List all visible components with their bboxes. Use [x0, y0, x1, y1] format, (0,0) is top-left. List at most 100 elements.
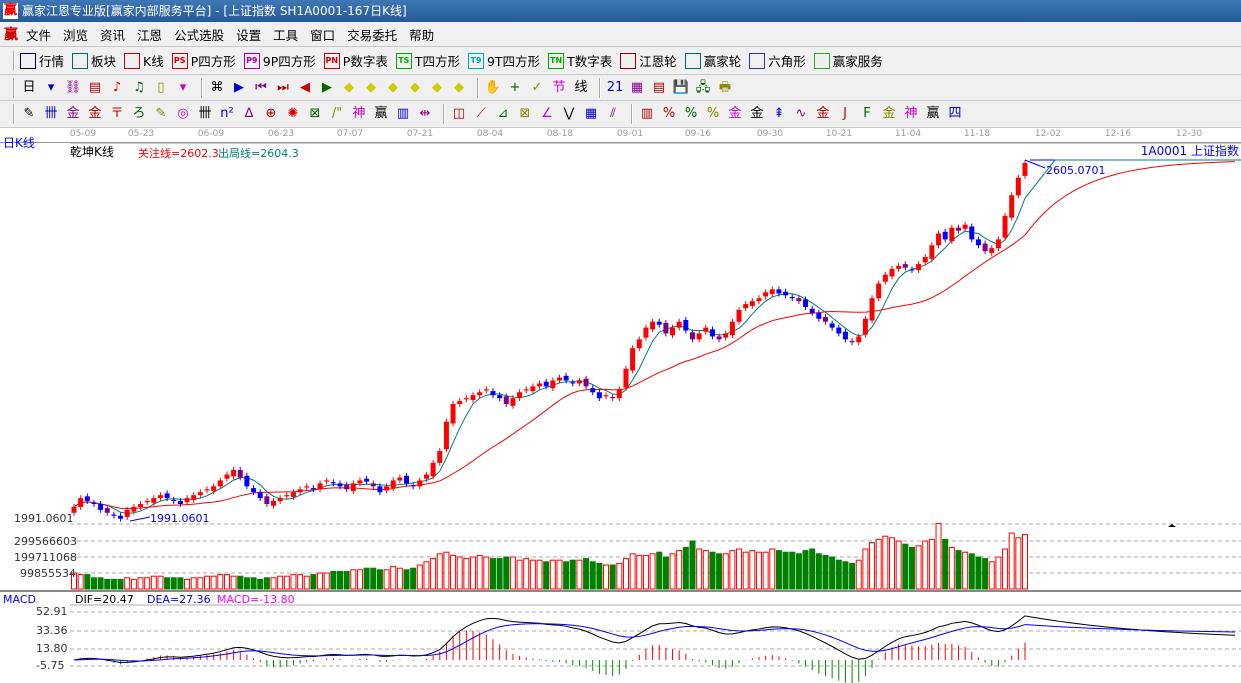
- tool-icon[interactable]: 💾: [672, 79, 690, 95]
- tool-icon[interactable]: ♪: [112, 79, 122, 95]
- tn-icon: TN: [548, 52, 565, 69]
- toolbar-button[interactable]: 江恩轮: [620, 51, 677, 70]
- tool-icon[interactable]: ◀: [300, 79, 310, 95]
- tool-icon[interactable]: ▶: [322, 79, 332, 95]
- tool-icon[interactable]: ◆: [410, 79, 420, 95]
- tool-icon[interactable]: ▯: [157, 79, 165, 95]
- menu-item[interactable]: 公式选股: [174, 27, 225, 43]
- tool-icon[interactable]: ⫽: [610, 106, 616, 121]
- tool-icon[interactable]: 🖧: [695, 79, 711, 95]
- tool-icon[interactable]: ▦: [584, 106, 598, 121]
- tool-icon[interactable]: J: [843, 106, 847, 121]
- tool-icon[interactable]: ◆: [454, 79, 464, 95]
- tool-icon[interactable]: %: [662, 106, 676, 121]
- tool-icon[interactable]: ▾: [47, 79, 55, 95]
- volume-bar: [636, 554, 643, 590]
- menu-item[interactable]: 工具: [273, 27, 299, 43]
- tool-icon[interactable]: ◎: [177, 106, 189, 121]
- menu-item[interactable]: 窗口: [310, 27, 336, 43]
- tool-icon[interactable]: 线: [574, 79, 588, 95]
- tool-icon[interactable]: ◫: [452, 106, 466, 121]
- tool-icon[interactable]: ✓: [531, 79, 543, 95]
- tool-icon[interactable]: ▤: [652, 79, 666, 95]
- tool-icon[interactable]: ▶: [234, 79, 244, 95]
- tool-icon[interactable]: ◆: [388, 79, 398, 95]
- tool-icon[interactable]: ∿: [795, 106, 807, 121]
- tool-icon[interactable]: ✺: [287, 106, 299, 121]
- toolbar-button[interactable]: PS P四方形: [171, 51, 236, 70]
- toolbar-button[interactable]: K线: [124, 51, 164, 70]
- tool-icon[interactable]: n²: [220, 106, 234, 121]
- tool-icon[interactable]: ⏮: [255, 79, 267, 95]
- tool-icon[interactable]: /": [331, 106, 343, 121]
- menu-item[interactable]: 交易委托: [347, 27, 398, 43]
- tool-icon[interactable]: 〒: [110, 106, 124, 121]
- tool-icon[interactable]: ✎: [155, 106, 167, 121]
- tool-icon[interactable]: 金: [882, 106, 896, 121]
- tool-icon[interactable]: ⏭: [277, 79, 289, 95]
- candle: [576, 380, 582, 384]
- tool-icon[interactable]: %: [684, 106, 698, 121]
- tool-icon[interactable]: 金: [750, 106, 764, 121]
- tool-icon[interactable]: 卌: [198, 106, 212, 121]
- toolbar-button[interactable]: PN P数字表: [323, 51, 388, 70]
- tool-icon[interactable]: ⟋: [476, 106, 486, 121]
- toolbar-button[interactable]: P9 9P四方形: [243, 51, 316, 70]
- tool-icon[interactable]: ⛓: [64, 79, 82, 95]
- tool-icon[interactable]: 🖶: [718, 79, 732, 95]
- toolbar-button[interactable]: T9 9T四方形: [467, 51, 540, 70]
- tool-icon[interactable]: 日: [22, 79, 36, 95]
- menu-item[interactable]: 文件: [26, 27, 52, 43]
- tool-icon[interactable]: ⊠: [309, 106, 321, 121]
- tool-icon[interactable]: +: [509, 79, 521, 95]
- tool-icon[interactable]: 卌: [44, 106, 58, 121]
- menu-item[interactable]: 资讯: [100, 27, 126, 43]
- menu-item[interactable]: 设置: [236, 27, 262, 43]
- menu-item[interactable]: 帮助: [409, 27, 435, 43]
- tool-icon[interactable]: ✋: [484, 79, 502, 95]
- menu-item[interactable]: 浏览: [63, 27, 89, 43]
- tool-icon[interactable]: ∆: [244, 106, 254, 121]
- tool-icon[interactable]: ⌘: [210, 79, 224, 95]
- tool-icon[interactable]: 21: [606, 79, 624, 95]
- toolbar-button[interactable]: TN T数字表: [548, 51, 612, 70]
- tool-icon[interactable]: ⊠: [519, 106, 531, 121]
- tool-icon[interactable]: 金: [728, 106, 742, 121]
- tool-icon[interactable]: ◆: [432, 79, 442, 95]
- tool-icon[interactable]: 神: [904, 106, 918, 121]
- tool-icon[interactable]: 金: [816, 106, 830, 121]
- tool-icon[interactable]: ▥: [640, 106, 654, 121]
- tool-icon[interactable]: ⋁: [563, 106, 575, 121]
- tool-icon[interactable]: 节: [552, 79, 566, 95]
- tool-icon[interactable]: ろ: [132, 106, 146, 121]
- tool-icon[interactable]: ▥: [396, 106, 410, 121]
- tool-icon[interactable]: ⊕: [265, 106, 277, 121]
- toolbar-button[interactable]: 赢家服务: [813, 51, 883, 70]
- tool-icon[interactable]: 赢: [926, 106, 940, 121]
- toolbar-button[interactable]: 板块: [72, 51, 116, 70]
- tool-icon[interactable]: ✎: [23, 106, 35, 121]
- tool-icon[interactable]: ⇹: [419, 106, 431, 121]
- tool-icon[interactable]: F: [863, 106, 871, 121]
- tool-icon[interactable]: ⊿: [497, 106, 509, 121]
- tool-icon[interactable]: 四: [948, 106, 962, 121]
- tool-icon[interactable]: ∠: [541, 106, 553, 121]
- tool-icon[interactable]: ▾: [179, 79, 187, 95]
- tool-icon[interactable]: ▦: [630, 79, 644, 95]
- tool-icon[interactable]: ◆: [366, 79, 376, 95]
- toolbar-button[interactable]: 六角形: [749, 51, 806, 70]
- menu-item[interactable]: 江恩: [137, 27, 163, 43]
- tool-icon[interactable]: 金: [88, 106, 102, 121]
- tool-icon[interactable]: ▤: [88, 79, 102, 95]
- tool-icon[interactable]: 赢: [374, 106, 388, 121]
- tool-icon[interactable]: ♫: [133, 79, 145, 95]
- toolbar-button[interactable]: TS T四方形: [395, 51, 460, 70]
- tool-icon[interactable]: ◆: [344, 79, 354, 95]
- tool-icon[interactable]: %: [706, 106, 720, 121]
- toolbar-button[interactable]: 行情: [20, 51, 64, 70]
- tool-icon[interactable]: ⇞: [773, 106, 785, 121]
- toolbar-button[interactable]: 赢家轮: [684, 51, 741, 70]
- tool-icon[interactable]: 金: [66, 106, 80, 121]
- tool-icon[interactable]: 神: [352, 106, 366, 121]
